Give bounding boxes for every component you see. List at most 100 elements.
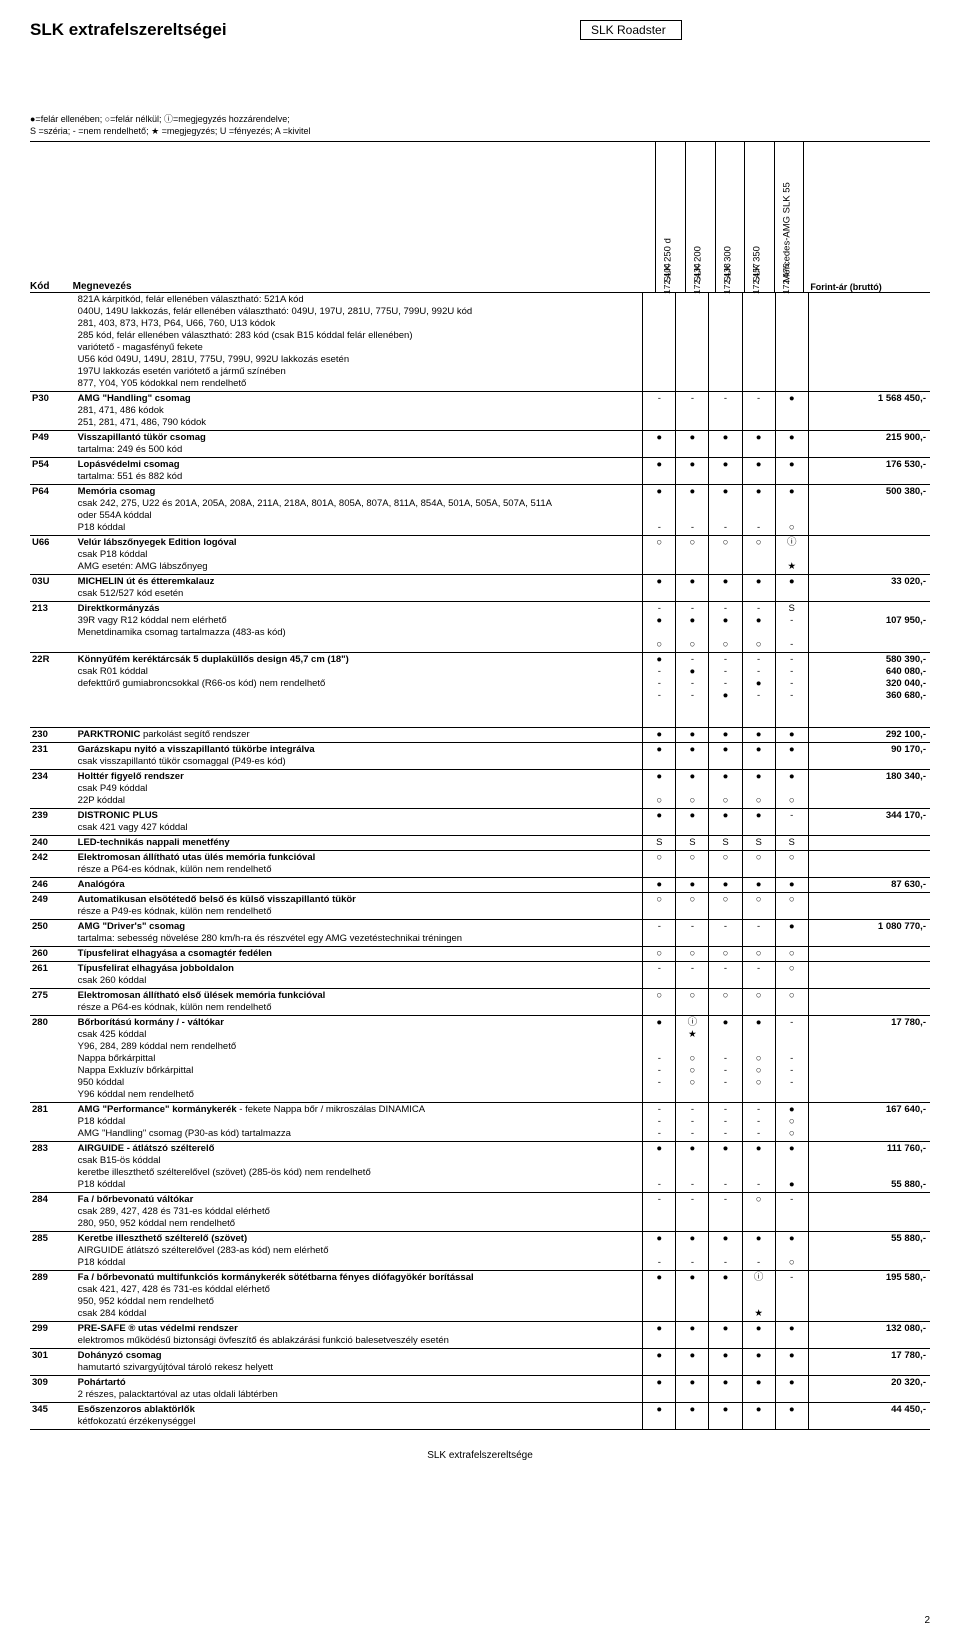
row-desc: Lopásvédelmi csomagtartalma: 551 és 882 …: [76, 458, 643, 485]
row-symbol: ●: [742, 878, 775, 893]
row-symbol: ●: [643, 809, 676, 836]
row-desc: LED-technikás nappali menetfény: [76, 836, 643, 851]
row-code: 239: [30, 809, 76, 836]
row-symbol: ●: [775, 1403, 808, 1430]
row-symbol: ●: [676, 431, 709, 458]
row-symbol: ○: [676, 851, 709, 878]
table-row: 213Direktkormányzás39R vagy R12 kóddal n…: [30, 602, 930, 653]
row-symbol: ●: [676, 809, 709, 836]
row-desc: Direktkormányzás39R vagy R12 kóddal nem …: [76, 602, 643, 653]
row-symbol: ●: [742, 431, 775, 458]
table-row: 275Elektromosan állítható első ülések me…: [30, 989, 930, 1016]
row-desc: Elektromosan állítható első ülések memór…: [76, 989, 643, 1016]
row-price: 1 568 450,-: [808, 392, 930, 431]
row-symbol: -: [709, 962, 742, 989]
row-code: 309: [30, 1376, 76, 1403]
row-desc: AMG "Performance" kormánykerék - fekete …: [76, 1103, 643, 1142]
row-code: 261: [30, 962, 76, 989]
row-code: [30, 293, 76, 392]
row-symbol: ●: [643, 575, 676, 602]
row-symbol: ●: [775, 743, 808, 770]
table-row: 03UMICHELIN út és étteremkalauzcsak 512/…: [30, 575, 930, 602]
row-desc: Analógóra: [76, 878, 643, 893]
row-symbol: -●--: [676, 653, 709, 728]
row-price: 20 320,-: [808, 1376, 930, 1403]
table-row: 345Esőszenzoros ablaktörlőkkétfokozatú é…: [30, 1403, 930, 1430]
col-head-4: Mercedes-AMG SLK 55172.475: [774, 142, 804, 293]
row-symbol: ●: [709, 1349, 742, 1376]
row-symbol: -: [643, 962, 676, 989]
table-row: 261Típusfelirat elhagyása jobboldaloncsa…: [30, 962, 930, 989]
row-symbol: ●: [775, 1349, 808, 1376]
row-desc: PRE-SAFE ® utas védelmi rendszerelektrom…: [76, 1322, 643, 1349]
row-symbol: ● -: [742, 1142, 775, 1193]
row-price: [808, 947, 930, 962]
row-desc: Fa / bőrbevonatú multifunkciós kormányke…: [76, 1271, 643, 1322]
row-symbol: ●: [709, 728, 742, 743]
row-symbol: S: [643, 836, 676, 851]
row-desc: Keretbe illeszthető szélterelő (szövet)A…: [76, 1232, 643, 1271]
row-symbol: ● -: [709, 1142, 742, 1193]
row-price: [808, 989, 930, 1016]
row-desc: Típusfelirat elhagyása a csomagtér fedél…: [76, 947, 643, 962]
row-code: 231: [30, 743, 76, 770]
row-symbol: S: [742, 836, 775, 851]
row-desc: Garázskapu nyitó a visszapillantó tükörb…: [76, 743, 643, 770]
row-symbol: ⓘ ★: [742, 1271, 775, 1322]
row-symbol: ●: [709, 1376, 742, 1403]
row-symbol: ●: [676, 575, 709, 602]
row-price: [808, 962, 930, 989]
row-symbol: -: [775, 809, 808, 836]
row-price: 111 760,- 55 880,-: [808, 1142, 930, 1193]
row-symbol: -: [742, 962, 775, 989]
row-price: 132 080,-: [808, 1322, 930, 1349]
row-symbol: -● ○: [709, 602, 742, 653]
table-row: 283AIRGUIDE - átlátszó szélterelőcsak B1…: [30, 1142, 930, 1193]
row-symbol: ●: [709, 1322, 742, 1349]
row-symbol: S: [676, 836, 709, 851]
row-desc: Esőszenzoros ablaktörlőkkétfokozatú érzé…: [76, 1403, 643, 1430]
row-symbol: ●: [709, 878, 742, 893]
row-symbol: [742, 293, 775, 392]
row-symbol: ●: [775, 878, 808, 893]
row-symbol: ● ○: [742, 770, 775, 809]
row-code: 246: [30, 878, 76, 893]
row-symbol: -● ○: [676, 602, 709, 653]
row-symbol: ○: [643, 947, 676, 962]
row-symbol: ●: [676, 458, 709, 485]
row-symbol: ●: [742, 575, 775, 602]
row-symbol: -: [643, 920, 676, 947]
row-price: [808, 893, 930, 920]
table-row: 22RKönnyűfém keréktárcsák 5 duplaküllős …: [30, 653, 930, 728]
header-code: Kód: [30, 142, 73, 293]
row-code: 240: [30, 836, 76, 851]
row-price: 107 950,-: [808, 602, 930, 653]
page-title: SLK extrafelszereltségei: [30, 20, 930, 40]
price-header: Forint-ár (bruttó): [804, 142, 930, 293]
table-row: 249Automatikusan elsötétedő belső és kül…: [30, 893, 930, 920]
row-symbol: ●: [643, 878, 676, 893]
row-symbol: ●: [775, 728, 808, 743]
table-row: 242Elektromosan állítható utas ülés memó…: [30, 851, 930, 878]
row-symbol: ● -: [742, 485, 775, 536]
row-code: 242: [30, 851, 76, 878]
row-symbol: -: [643, 392, 676, 431]
row-symbol: ○: [775, 947, 808, 962]
row-code: 345: [30, 1403, 76, 1430]
row-symbol: ●: [643, 1376, 676, 1403]
column-header-row: Kód Megnevezés SLK 250 d172.404 SLK 2001…: [30, 141, 930, 292]
row-symbol: [643, 293, 676, 392]
row-desc: Elektromosan állítható utas ülés memória…: [76, 851, 643, 878]
row-symbol: -: [676, 920, 709, 947]
row-symbol: S: [775, 836, 808, 851]
row-symbol: ● ○: [775, 485, 808, 536]
row-symbol: ○: [742, 989, 775, 1016]
row-price: [808, 1193, 930, 1232]
row-code: 250: [30, 920, 76, 947]
row-symbol: ●: [742, 728, 775, 743]
row-symbol: ● -: [643, 485, 676, 536]
row-symbol: ●: [643, 458, 676, 485]
row-symbol: ○: [775, 962, 808, 989]
table-row: 230PARKTRONIC parkolást segítő rendszer●…: [30, 728, 930, 743]
row-symbol: ● -: [742, 1232, 775, 1271]
